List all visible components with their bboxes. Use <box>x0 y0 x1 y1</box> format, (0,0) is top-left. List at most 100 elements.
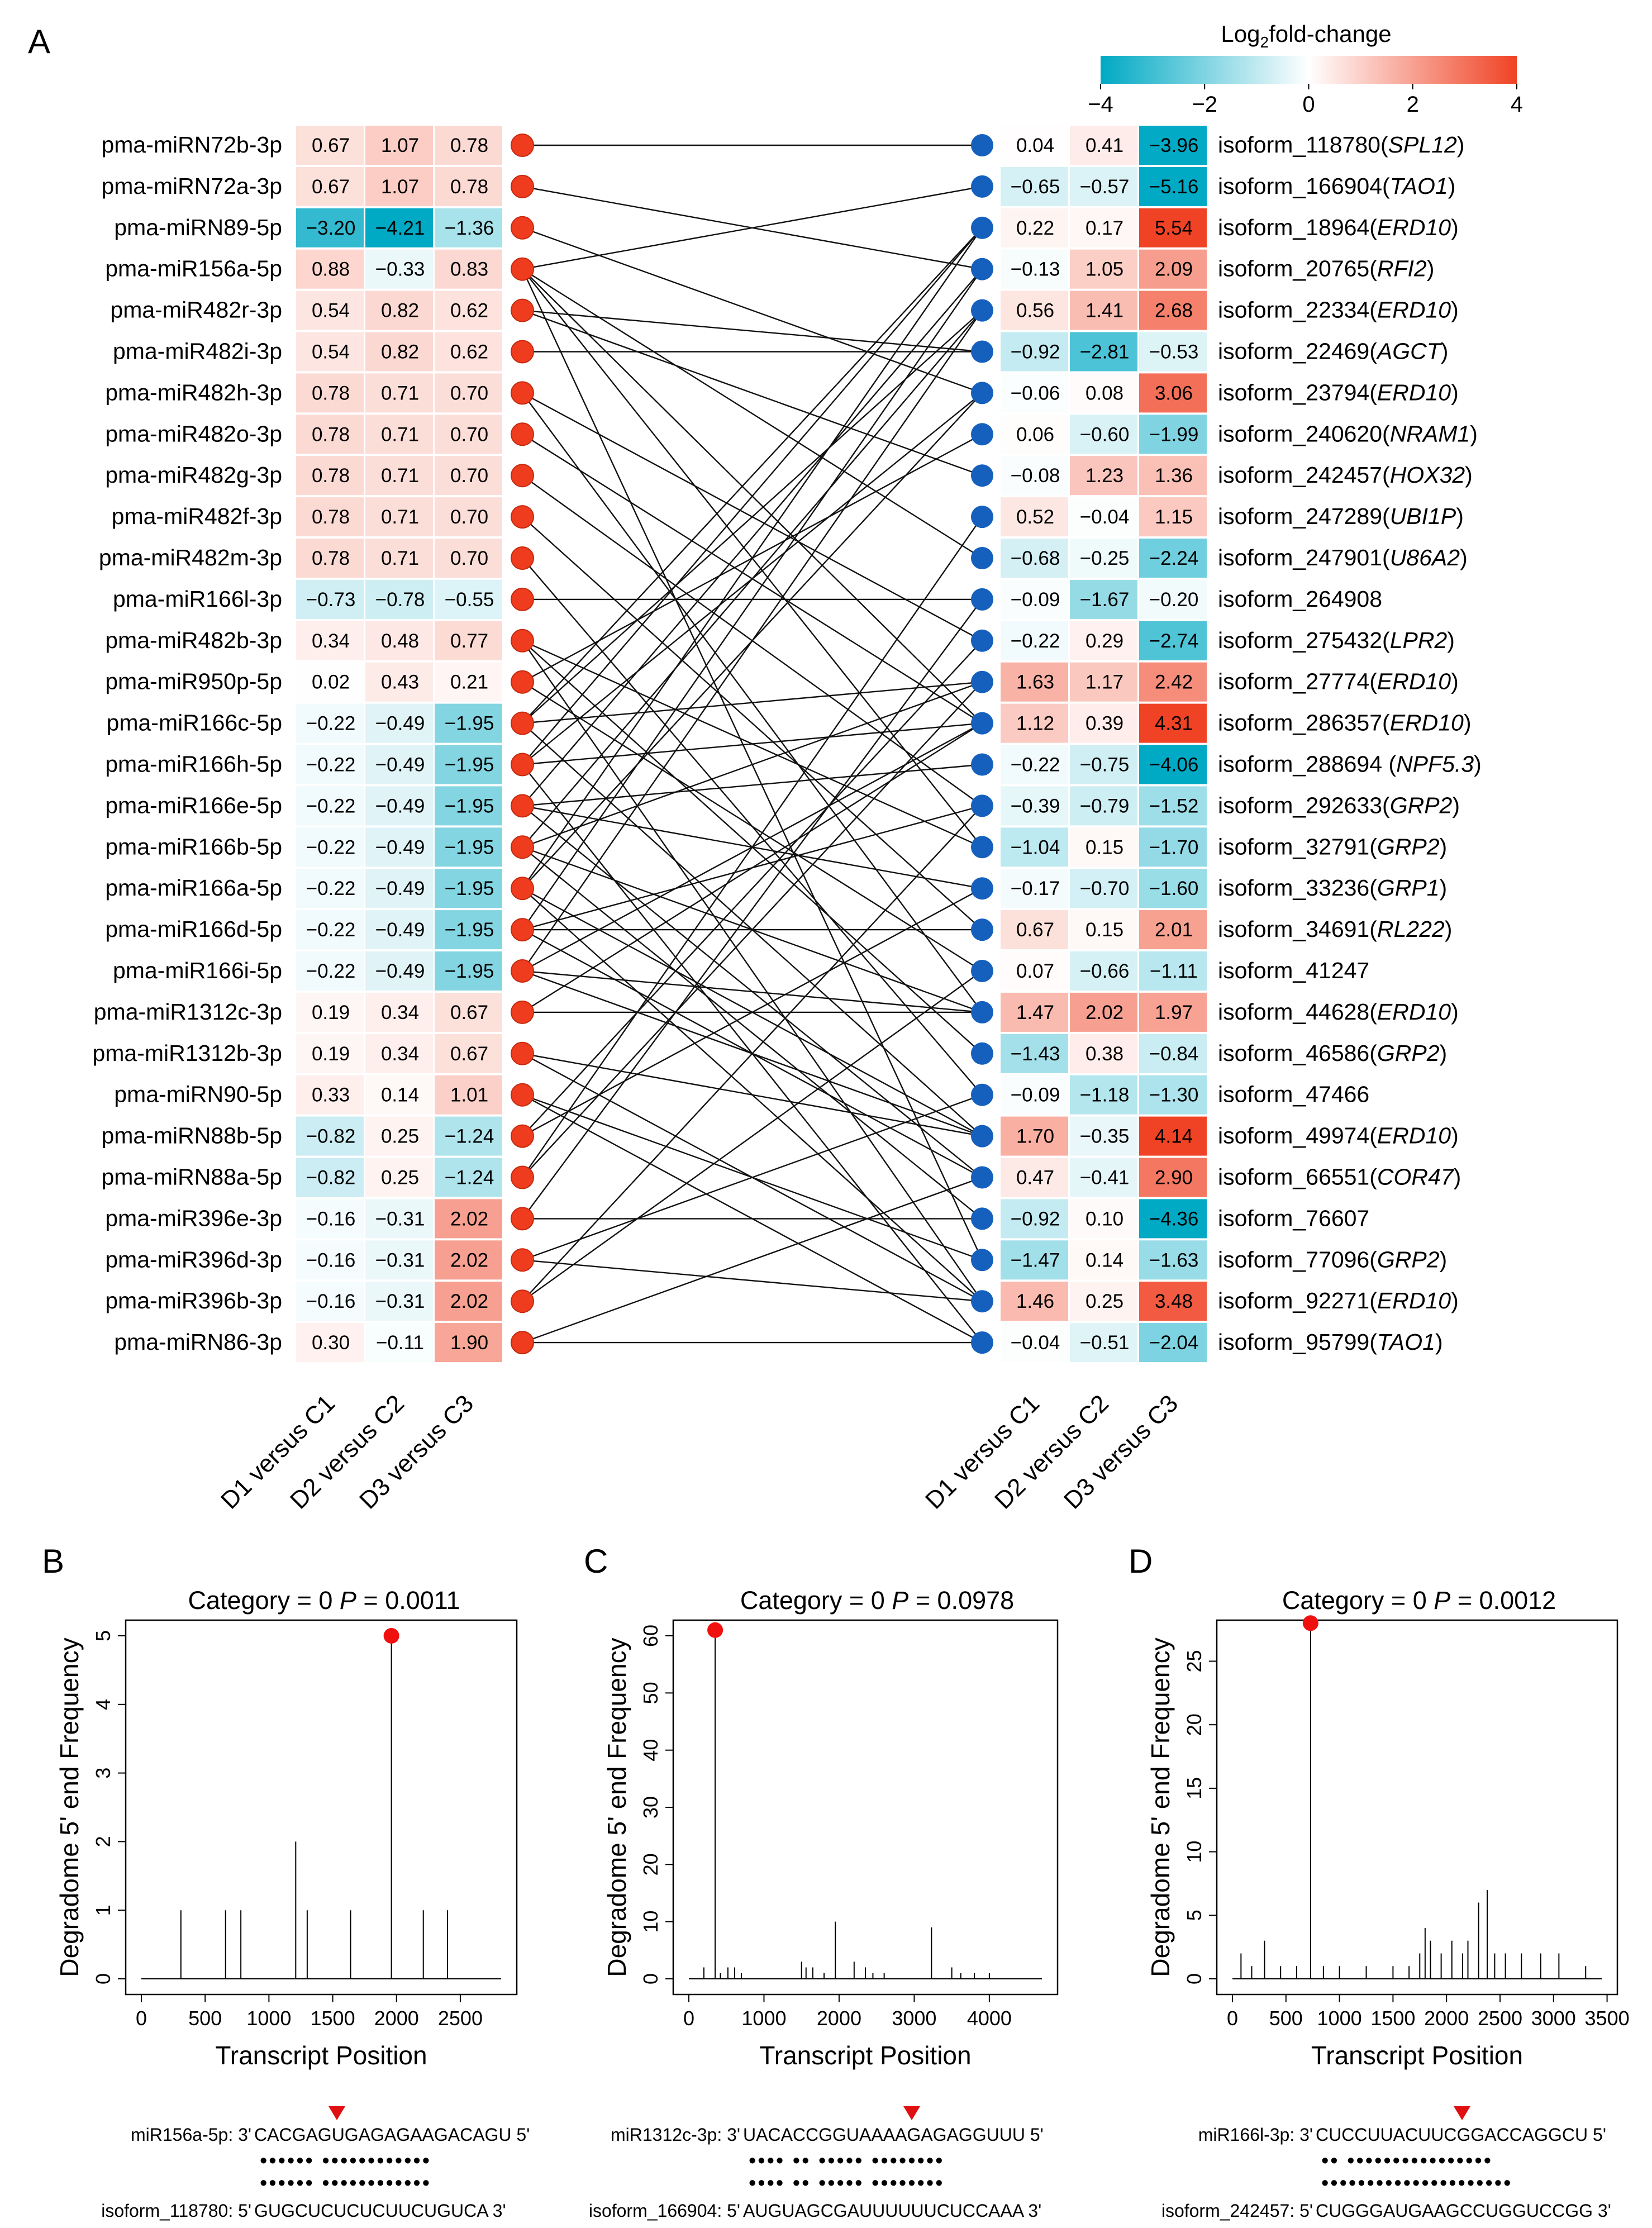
heat-cell-value: −0.92 <box>1011 1208 1060 1230</box>
heat-cell <box>296 786 364 826</box>
mirna-sequence: CACGAGUGAGAGAAGACAGU 5' <box>254 2125 530 2145</box>
heat-cell-value: −2.74 <box>1149 630 1199 652</box>
isoform-node <box>971 1125 993 1148</box>
heat-cell-value: −0.08 <box>1011 465 1060 487</box>
edge-line <box>522 722 983 1013</box>
mirna-node <box>511 1331 534 1355</box>
heat-cell-value: −1.24 <box>445 1167 494 1189</box>
heat-cell <box>1001 786 1068 826</box>
heat-cell-value: −0.82 <box>306 1126 356 1148</box>
x-tick-label: 2000 <box>817 2007 861 2030</box>
heat-cell-value: −0.73 <box>306 589 356 611</box>
heat-cell-value: −1.95 <box>445 795 494 817</box>
heat-cell-value: 0.14 <box>1086 1249 1123 1271</box>
heat-cell-value: −0.70 <box>1080 878 1130 899</box>
isoform-node <box>971 506 993 529</box>
y-axis-label: Degradome 5' end Frequency <box>602 1637 631 1977</box>
heat-cell-value: −0.09 <box>1011 589 1060 611</box>
heat-cell-value: 0.02 <box>312 672 350 693</box>
edge-line <box>522 599 983 1220</box>
heat-cell <box>365 1240 433 1280</box>
heat-cell-value: 0.25 <box>1086 1291 1123 1312</box>
heat-cell-value: 1.23 <box>1086 465 1123 487</box>
heat-cell-value: 1.05 <box>1086 259 1123 280</box>
heat-cell-value: 0.33 <box>312 1084 350 1106</box>
heat-cell-value: 0.77 <box>450 630 488 652</box>
heat-cell <box>1001 539 1068 578</box>
edge-line <box>522 310 983 477</box>
heat-cell-value: −0.51 <box>1080 1332 1130 1354</box>
mirna-label: pma-miRN72b-3p <box>101 132 282 158</box>
panel-d-tplot: D Category = 0 P = 0.0012 0 500 1000 1500 2000… <box>1129 1543 1630 2070</box>
heat-cell <box>365 951 433 991</box>
heat-cell <box>1001 827 1068 867</box>
heat-cell-value: −0.57 <box>1080 176 1130 198</box>
heat-cell-value: −0.68 <box>1011 548 1060 569</box>
heat-cell-value: 0.83 <box>450 259 488 280</box>
edge-line <box>522 310 983 353</box>
heat-cell-value: −0.49 <box>375 754 425 776</box>
heat-cell <box>1001 1075 1068 1115</box>
colorbar-tick-label: −4 <box>1088 92 1113 117</box>
heat-cell-value: −0.04 <box>1011 1332 1060 1354</box>
heat-cell <box>365 415 433 454</box>
heat-cell <box>296 415 364 454</box>
pairing-dots: •••• •• ••••• •••••••• <box>749 2172 944 2195</box>
mirna-label: pma-miR166d-5p <box>105 916 282 942</box>
mirna-node <box>511 546 534 570</box>
heat-cell-value: −1.52 <box>1149 795 1199 817</box>
colorbar-tick-label: −2 <box>1192 92 1217 117</box>
heat-cell <box>1001 497 1068 537</box>
heat-cell <box>435 1034 502 1073</box>
y-tick-label: 0 <box>1183 1973 1206 1984</box>
heat-cell <box>435 827 502 867</box>
heat-cell <box>1001 662 1068 702</box>
heat-cell-value: −1.11 <box>1150 960 1198 982</box>
heat-cell-value: −3.96 <box>1149 135 1199 156</box>
heat-cell-value: −0.22 <box>306 919 356 941</box>
heat-cell-value: 3.48 <box>1155 1291 1193 1312</box>
heat-cell <box>1139 951 1207 991</box>
heat-cell <box>435 1075 502 1115</box>
mirna-label: pma-miRN88b-5p <box>101 1123 282 1149</box>
mirna-node <box>511 629 534 653</box>
mirna-node <box>511 587 534 611</box>
heat-cell <box>435 249 502 289</box>
heat-cell <box>1070 579 1137 619</box>
heat-cell <box>296 249 364 289</box>
heat-cell-value: 1.47 <box>1016 1002 1054 1023</box>
mirna-node <box>511 298 534 322</box>
mirna-node <box>511 216 534 240</box>
heat-cell <box>435 1282 502 1321</box>
heat-cell <box>435 703 502 743</box>
heat-cell <box>1001 291 1068 330</box>
y-tick-label: 25 <box>1183 1650 1206 1672</box>
heat-cell <box>435 579 502 619</box>
heat-cell-value: −0.13 <box>1011 259 1060 280</box>
heat-cell <box>365 1075 433 1115</box>
heat-cell <box>365 166 433 206</box>
heat-cell-value: 1.07 <box>381 176 419 198</box>
heat-cell-value: −1.95 <box>445 960 494 982</box>
heat-cell <box>1070 745 1137 784</box>
isoform-node <box>971 258 993 280</box>
mirna-node <box>511 257 534 281</box>
mirna-label: pma-miR482i-3p <box>113 339 282 364</box>
heat-cell <box>1139 415 1207 454</box>
isoform-label: isoform_44628(ERD10) <box>1218 999 1459 1025</box>
heat-cell-value: 0.71 <box>381 382 419 404</box>
isoform-label: isoform_95799(TAO1) <box>1218 1329 1443 1355</box>
edge-line <box>522 268 983 807</box>
heat-cell-value: −0.49 <box>375 919 425 941</box>
heat-cell-value: −0.78 <box>375 589 425 611</box>
heat-cell-value: 0.71 <box>381 465 419 487</box>
isoform-label: isoform_166904(TAO1) <box>1218 173 1455 199</box>
isoform-node <box>971 918 993 941</box>
isoform-label: isoform_22334(ERD10) <box>1218 297 1459 323</box>
heat-cell-value: 0.47 <box>1016 1167 1054 1189</box>
heat-cell <box>296 745 364 784</box>
heat-cell <box>365 910 433 950</box>
mirna-node <box>511 1207 534 1231</box>
heat-cell-value: 1.97 <box>1155 1002 1193 1023</box>
edge-line <box>522 1177 983 1344</box>
